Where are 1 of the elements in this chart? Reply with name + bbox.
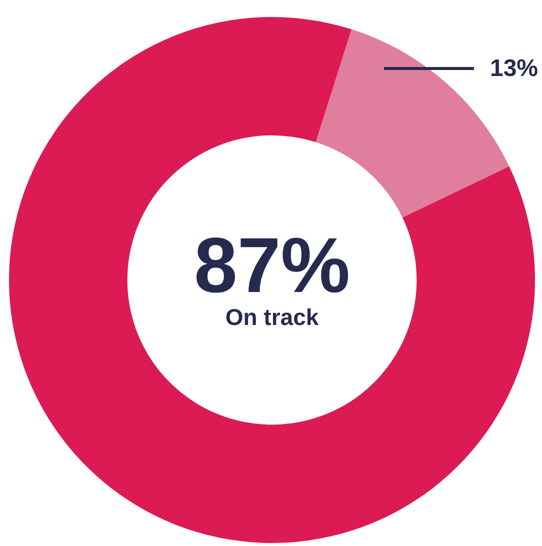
- data-label: 13%: [490, 55, 538, 82]
